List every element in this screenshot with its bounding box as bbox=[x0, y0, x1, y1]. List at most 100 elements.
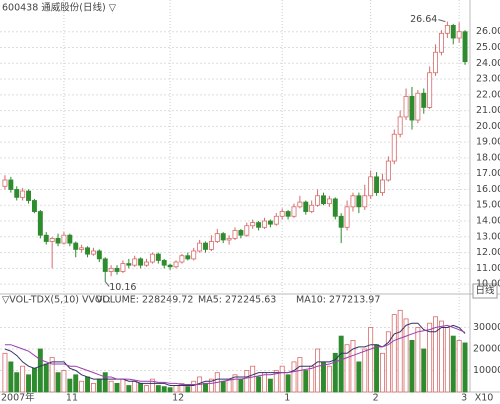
candle-body bbox=[238, 230, 244, 236]
candle-body bbox=[96, 250, 102, 260]
volume-bar bbox=[208, 378, 214, 393]
candle-body bbox=[326, 198, 332, 205]
candle-body bbox=[61, 234, 67, 244]
candle-body bbox=[409, 95, 415, 121]
volume-bar bbox=[173, 385, 179, 393]
annotation: 26.64 bbox=[410, 14, 437, 25]
candle-body bbox=[256, 222, 262, 228]
candle-body bbox=[126, 263, 132, 266]
candle-body bbox=[362, 195, 368, 208]
volume-bar bbox=[132, 380, 138, 393]
candle-body bbox=[250, 222, 256, 227]
volume-bar bbox=[85, 376, 90, 393]
volume-bar bbox=[315, 348, 321, 393]
volume-bar bbox=[256, 376, 262, 393]
volume-bar bbox=[226, 378, 232, 393]
candle-body bbox=[433, 51, 439, 74]
volume-bar bbox=[26, 374, 32, 393]
volume-bar bbox=[326, 365, 332, 393]
annotation-arrow bbox=[438, 19, 446, 23]
scale-label: X10 bbox=[475, 393, 494, 404]
volume-bar bbox=[362, 348, 368, 393]
volume-bar bbox=[55, 372, 61, 393]
x-tick-label: 1 bbox=[284, 393, 290, 404]
candle-body bbox=[456, 31, 462, 39]
candle-body bbox=[43, 234, 49, 242]
volume-bar bbox=[350, 339, 356, 393]
candle-body bbox=[14, 189, 20, 198]
volume-bar bbox=[450, 335, 456, 393]
volume-bar bbox=[43, 363, 49, 393]
y-tick-label: 23.00 bbox=[476, 74, 500, 85]
volume-bar bbox=[167, 387, 173, 393]
candle-body bbox=[26, 190, 32, 201]
candle-body bbox=[285, 211, 291, 217]
candle-body bbox=[450, 25, 456, 39]
volume-bar bbox=[37, 348, 43, 393]
volume-bar bbox=[303, 370, 309, 393]
volume-bar bbox=[49, 357, 55, 393]
volume-bar bbox=[61, 370, 67, 393]
candle-body bbox=[173, 261, 179, 268]
candle-body bbox=[2, 179, 8, 187]
period-label: 日线 bbox=[475, 285, 495, 297]
y-tick-label: 18.00 bbox=[476, 152, 500, 163]
volume-bar bbox=[138, 382, 144, 393]
volume-bar bbox=[462, 342, 468, 393]
volume-bar bbox=[409, 339, 415, 393]
volume-bar bbox=[385, 331, 391, 393]
candle-body bbox=[67, 234, 73, 244]
candle-body bbox=[315, 195, 321, 206]
annotation: 10.16 bbox=[109, 282, 136, 293]
volume-bar bbox=[391, 314, 397, 393]
candle-body bbox=[132, 258, 138, 266]
volume-bar bbox=[96, 378, 102, 393]
candle-body bbox=[344, 206, 350, 228]
candle-body bbox=[332, 198, 338, 217]
volume-bar bbox=[421, 348, 427, 393]
x-tick-label: 11 bbox=[66, 393, 78, 404]
candle-body bbox=[114, 267, 120, 272]
candle-body bbox=[144, 261, 149, 266]
candle-body bbox=[291, 206, 297, 217]
y-tick-label: 22.00 bbox=[476, 89, 500, 100]
candle-body bbox=[415, 92, 421, 121]
volume-bar bbox=[114, 382, 120, 393]
volume-bar bbox=[374, 344, 380, 393]
candle-body bbox=[49, 237, 55, 242]
volume-bar bbox=[344, 344, 350, 393]
candle-body bbox=[297, 201, 303, 208]
candle-body bbox=[356, 195, 362, 208]
candle-body bbox=[462, 31, 468, 63]
annotation-arrow bbox=[104, 281, 110, 287]
candle-body bbox=[167, 264, 173, 268]
volume-bar bbox=[232, 374, 238, 393]
volume-bar bbox=[126, 385, 132, 393]
volume-value: VOLUME: 228249.72 bbox=[96, 295, 193, 306]
volume-bar bbox=[161, 386, 167, 393]
volume-bar bbox=[155, 385, 161, 393]
volume-bar bbox=[185, 386, 191, 393]
volume-bar bbox=[338, 335, 344, 393]
volume-bar bbox=[433, 316, 439, 393]
candle-body bbox=[185, 255, 191, 260]
volume-bar bbox=[179, 382, 185, 393]
legend-entry: MA10: 277213.97 bbox=[296, 295, 380, 306]
y-tick-label: 15.00 bbox=[476, 200, 500, 211]
indicator-label: ▽VOL-TDX(5,10) VVOL: bbox=[2, 295, 111, 306]
volume-bar bbox=[403, 318, 409, 393]
y-tick-label: 24.00 bbox=[476, 58, 500, 69]
candle-body bbox=[267, 220, 273, 225]
candle-body bbox=[31, 200, 37, 212]
ma-line bbox=[4, 324, 466, 385]
candle-body bbox=[120, 263, 126, 272]
candle-body bbox=[179, 255, 185, 263]
x-tick-label: 3 bbox=[461, 393, 467, 404]
candle-body bbox=[321, 195, 326, 205]
candle-body bbox=[368, 176, 374, 197]
volume-bar bbox=[238, 378, 244, 393]
candle-body bbox=[303, 201, 309, 212]
volume-bar bbox=[244, 370, 250, 393]
candle-body bbox=[214, 233, 220, 242]
